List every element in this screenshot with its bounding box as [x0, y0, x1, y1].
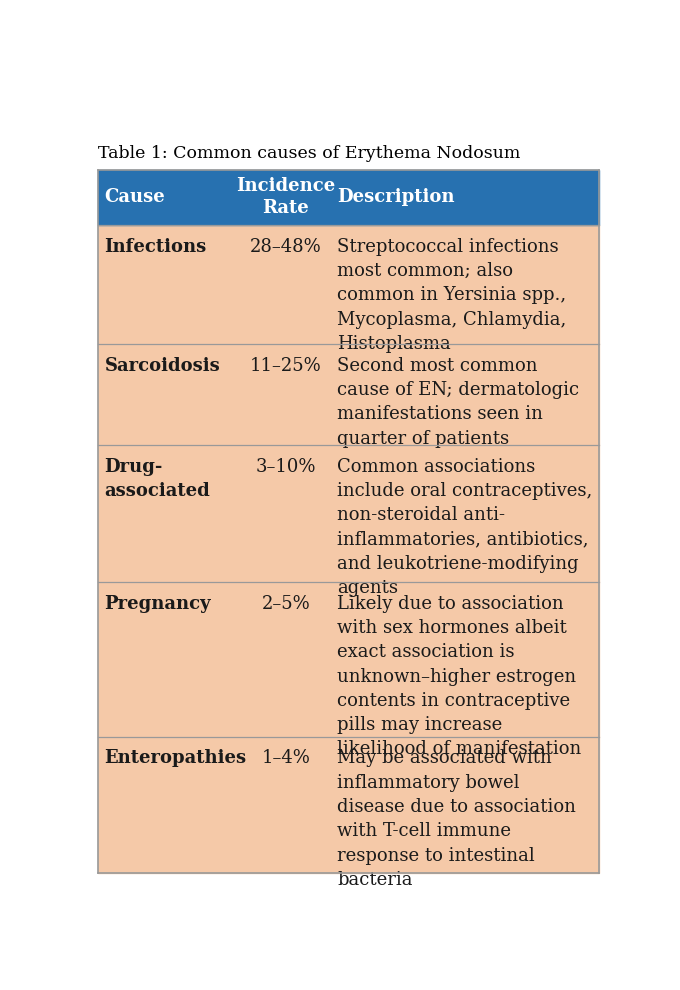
Bar: [98, 225, 599, 344]
Text: Drug-
associated: Drug- associated: [105, 457, 210, 500]
Text: Cause: Cause: [105, 188, 165, 206]
Text: 3–10%: 3–10%: [256, 457, 316, 475]
Text: 28–48%: 28–48%: [250, 238, 322, 255]
Text: Pregnancy: Pregnancy: [105, 595, 211, 613]
Text: Incidence
Rate: Incidence Rate: [236, 177, 335, 218]
Text: Table 1: Common causes of Erythema Nodosum: Table 1: Common causes of Erythema Nodos…: [98, 146, 521, 162]
Text: 1–4%: 1–4%: [262, 749, 310, 767]
Bar: [98, 344, 599, 445]
Bar: [98, 737, 599, 873]
Text: Description: Description: [337, 188, 455, 206]
Text: Streptococcal infections
most common; also
common in Yersinia spp.,
Mycoplasma, : Streptococcal infections most common; al…: [337, 238, 566, 352]
Text: Common associations
include oral contraceptives,
non-steroidal anti-
inflammator: Common associations include oral contrac…: [337, 457, 592, 597]
Text: Second most common
cause of EN; dermatologic
manifestations seen in
quarter of p: Second most common cause of EN; dermatol…: [337, 356, 579, 447]
Bar: [98, 445, 599, 582]
Text: Enteropathies: Enteropathies: [105, 749, 247, 767]
Text: May be associated with
inflammatory bowel
disease due to association
with T-cell: May be associated with inflammatory bowe…: [337, 749, 576, 889]
Bar: [98, 582, 599, 737]
Text: Sarcoidosis: Sarcoidosis: [105, 356, 220, 374]
Text: 11–25%: 11–25%: [250, 356, 322, 374]
Text: Infections: Infections: [105, 238, 207, 255]
Text: 2–5%: 2–5%: [262, 595, 310, 613]
Bar: [98, 170, 599, 225]
Text: Likely due to association
with sex hormones albeit
exact association is
unknown–: Likely due to association with sex hormo…: [337, 595, 581, 758]
